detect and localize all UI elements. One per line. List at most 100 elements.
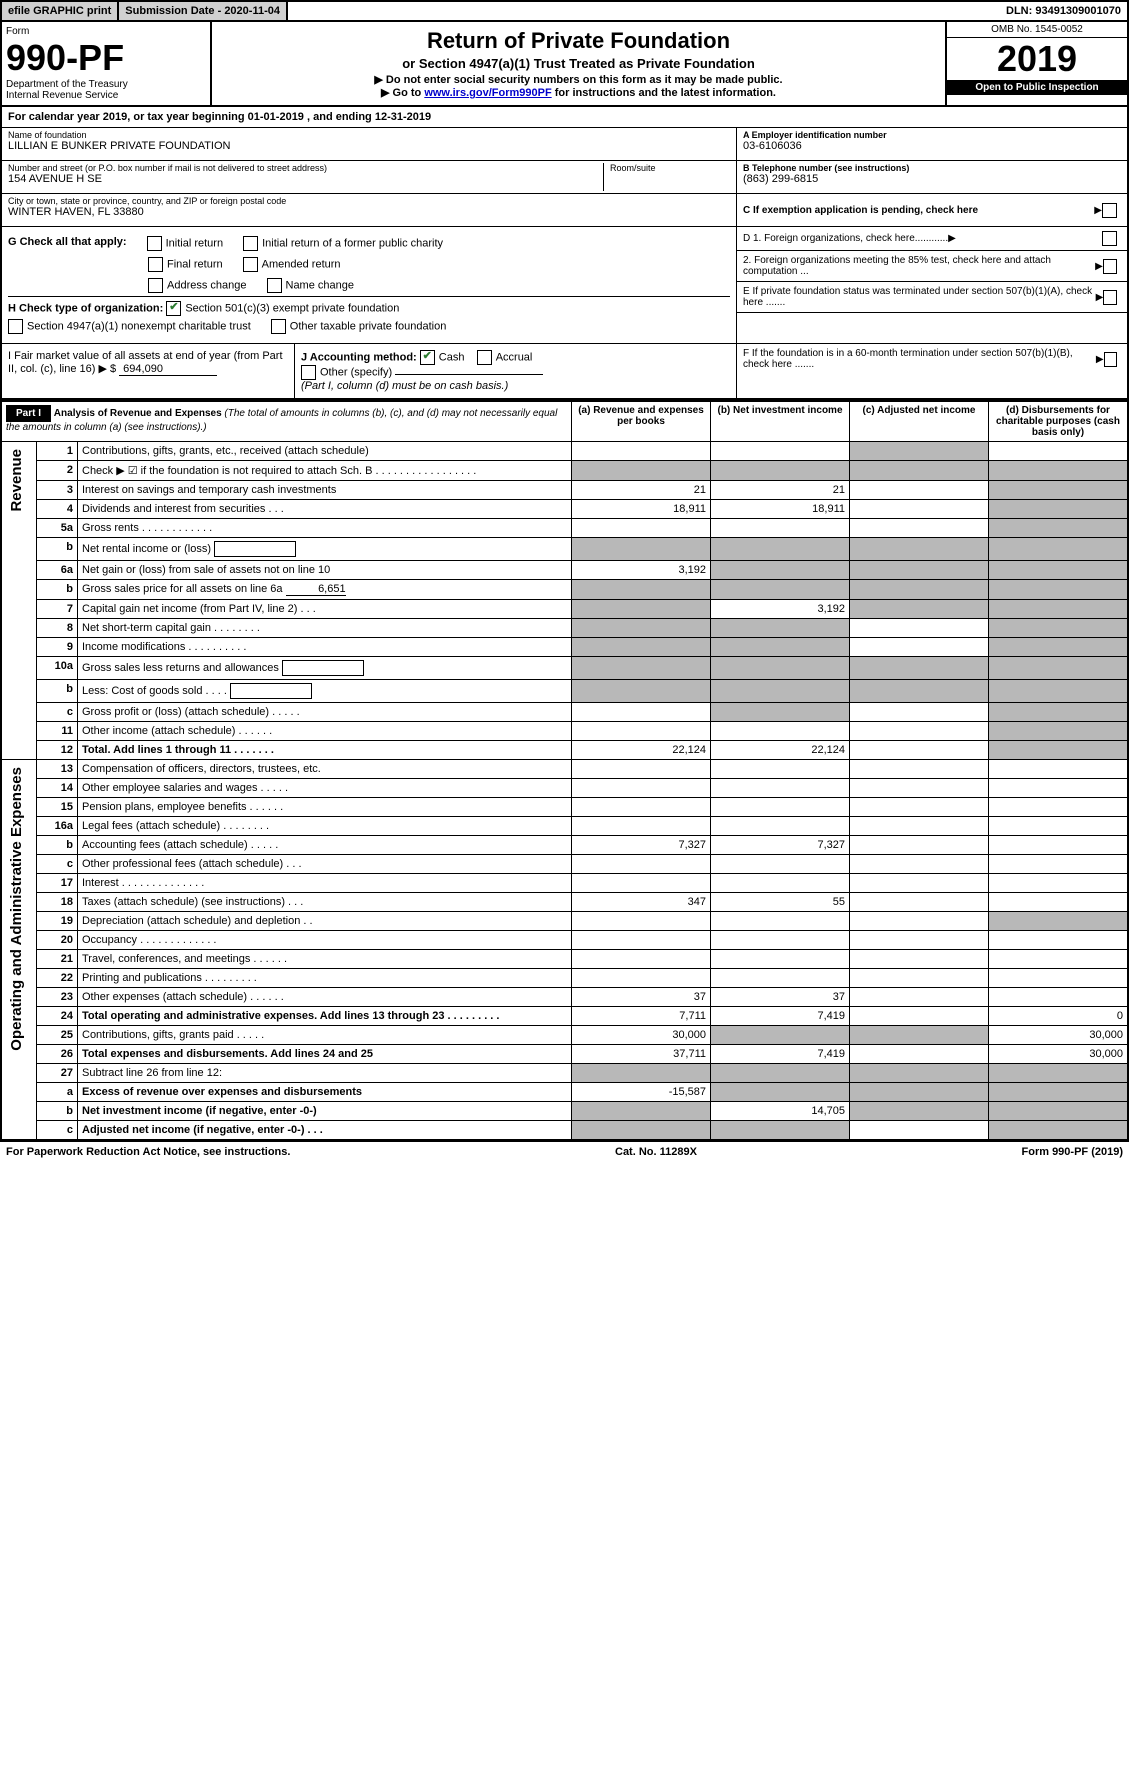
initial-former-checkbox[interactable]	[243, 236, 258, 251]
other-method-checkbox[interactable]	[301, 365, 316, 380]
form-link[interactable]: www.irs.gov/Form990PF	[424, 87, 551, 99]
line-number: 9	[37, 638, 78, 657]
d2-checkbox[interactable]	[1103, 259, 1117, 274]
table-row: 22Printing and publications . . . . . . …	[1, 969, 1128, 988]
amt-cell	[989, 1121, 1129, 1141]
line-number: 27	[37, 1064, 78, 1083]
line-desc: Less: Cost of goods sold . . . .	[78, 680, 572, 703]
line-number: 17	[37, 874, 78, 893]
amt-cell	[711, 580, 850, 600]
expenses-vlabel: Operating and Administrative Expenses	[6, 763, 27, 1055]
line-desc: Compensation of officers, directors, tru…	[78, 760, 572, 779]
amt-cell	[850, 680, 989, 703]
name-change-label: Name change	[286, 279, 355, 291]
city-state-zip: WINTER HAVEN, FL 33880	[8, 206, 730, 218]
addr-change-label: Address change	[167, 279, 247, 291]
part1-label: Part I	[6, 405, 51, 422]
footer-right: Form 990-PF (2019)	[1022, 1146, 1124, 1158]
name-change-checkbox[interactable]	[267, 278, 282, 293]
table-row: 26Total expenses and disbursements. Add …	[1, 1045, 1128, 1064]
initial-return-checkbox[interactable]	[147, 236, 162, 251]
line-number: 26	[37, 1045, 78, 1064]
col-a-header: (a) Revenue and expenses per books	[572, 401, 711, 442]
city-cell: City or town, state or province, country…	[2, 194, 736, 227]
table-row: Revenue1Contributions, gifts, grants, et…	[1, 442, 1128, 461]
col-c-header: (c) Adjusted net income	[850, 401, 989, 442]
amt-cell	[711, 1083, 850, 1102]
other-taxable-checkbox[interactable]	[271, 319, 286, 334]
amt-cell	[989, 461, 1129, 481]
amt-cell	[989, 722, 1129, 741]
form-header: Form 990-PF Department of the Treasury I…	[0, 22, 1129, 107]
d1-checkbox[interactable]	[1102, 231, 1117, 246]
table-row: 17Interest . . . . . . . . . . . . . .	[1, 874, 1128, 893]
table-row: 12Total. Add lines 1 through 11 . . . . …	[1, 741, 1128, 760]
amt-cell	[989, 950, 1129, 969]
amt-cell	[572, 580, 711, 600]
table-row: 19Depreciation (attach schedule) and dep…	[1, 912, 1128, 931]
amt-cell	[572, 798, 711, 817]
amt-cell	[850, 950, 989, 969]
501c3-checkbox[interactable]	[166, 301, 181, 316]
line-desc: Other employee salaries and wages . . . …	[78, 779, 572, 798]
amt-cell	[850, 600, 989, 619]
cash-checkbox[interactable]	[420, 350, 435, 365]
c-checkbox[interactable]	[1102, 203, 1117, 218]
amt-cell	[711, 703, 850, 722]
street-address: 154 AVENUE H SE	[8, 173, 603, 185]
accrual-label: Accrual	[496, 351, 533, 363]
amt-cell	[850, 1026, 989, 1045]
amt-cell	[572, 703, 711, 722]
table-row: 20Occupancy . . . . . . . . . . . . .	[1, 931, 1128, 950]
footer-mid: Cat. No. 11289X	[615, 1146, 697, 1158]
amt-cell	[850, 969, 989, 988]
amt-cell	[572, 1102, 711, 1121]
amt-cell	[711, 950, 850, 969]
amt-cell	[850, 703, 989, 722]
line-desc: Accounting fees (attach schedule) . . . …	[78, 836, 572, 855]
amt-cell	[711, 912, 850, 931]
line-desc: Net investment income (if negative, ente…	[78, 1102, 572, 1121]
g-d-block: G Check all that apply: Initial return I…	[0, 227, 1129, 344]
amt-cell	[711, 461, 850, 481]
submission-date: Submission Date - 2020-11-04	[119, 2, 288, 20]
line-desc: Dividends and interest from securities .…	[78, 500, 572, 519]
h-label: H Check type of organization:	[8, 302, 163, 314]
c-cell: C If exemption application is pending, c…	[737, 194, 1127, 227]
4947-checkbox[interactable]	[8, 319, 23, 334]
line-desc: Printing and publications . . . . . . . …	[78, 969, 572, 988]
line-desc: Gross profit or (loss) (attach schedule)…	[78, 703, 572, 722]
amt-cell	[850, 779, 989, 798]
col-d-header: (d) Disbursements for charitable purpose…	[989, 401, 1129, 442]
amt-cell	[989, 1083, 1129, 1102]
accrual-checkbox[interactable]	[477, 350, 492, 365]
amended-checkbox[interactable]	[243, 257, 258, 272]
amt-cell	[711, 538, 850, 561]
line-number: 3	[37, 481, 78, 500]
final-return-checkbox[interactable]	[148, 257, 163, 272]
info-right: A Employer identification number 03-6106…	[736, 128, 1127, 227]
initial-return-label: Initial return	[166, 237, 223, 249]
amt-cell: 3,192	[572, 561, 711, 580]
amt-cell	[989, 798, 1129, 817]
part1-title: Analysis of Revenue and Expenses	[54, 408, 222, 419]
line-desc: Other income (attach schedule) . . . . .…	[78, 722, 572, 741]
i-value: 694,090	[119, 363, 217, 376]
line-number: 13	[37, 760, 78, 779]
amt-cell	[572, 874, 711, 893]
amt-cell	[850, 580, 989, 600]
note2-pre: ▶ Go to	[381, 87, 424, 99]
line-number: c	[37, 1121, 78, 1141]
amt-cell	[572, 779, 711, 798]
amt-cell	[989, 931, 1129, 950]
addr-change-checkbox[interactable]	[148, 278, 163, 293]
amt-cell: 7,711	[572, 1007, 711, 1026]
line-desc: Travel, conferences, and meetings . . . …	[78, 950, 572, 969]
col-b-header: (b) Net investment income	[711, 401, 850, 442]
f-checkbox[interactable]	[1104, 352, 1117, 367]
table-row: bNet rental income or (loss)	[1, 538, 1128, 561]
amt-cell	[989, 912, 1129, 931]
other-taxable-label: Other taxable private foundation	[290, 320, 447, 332]
amt-cell	[989, 893, 1129, 912]
e-checkbox[interactable]	[1103, 290, 1117, 305]
